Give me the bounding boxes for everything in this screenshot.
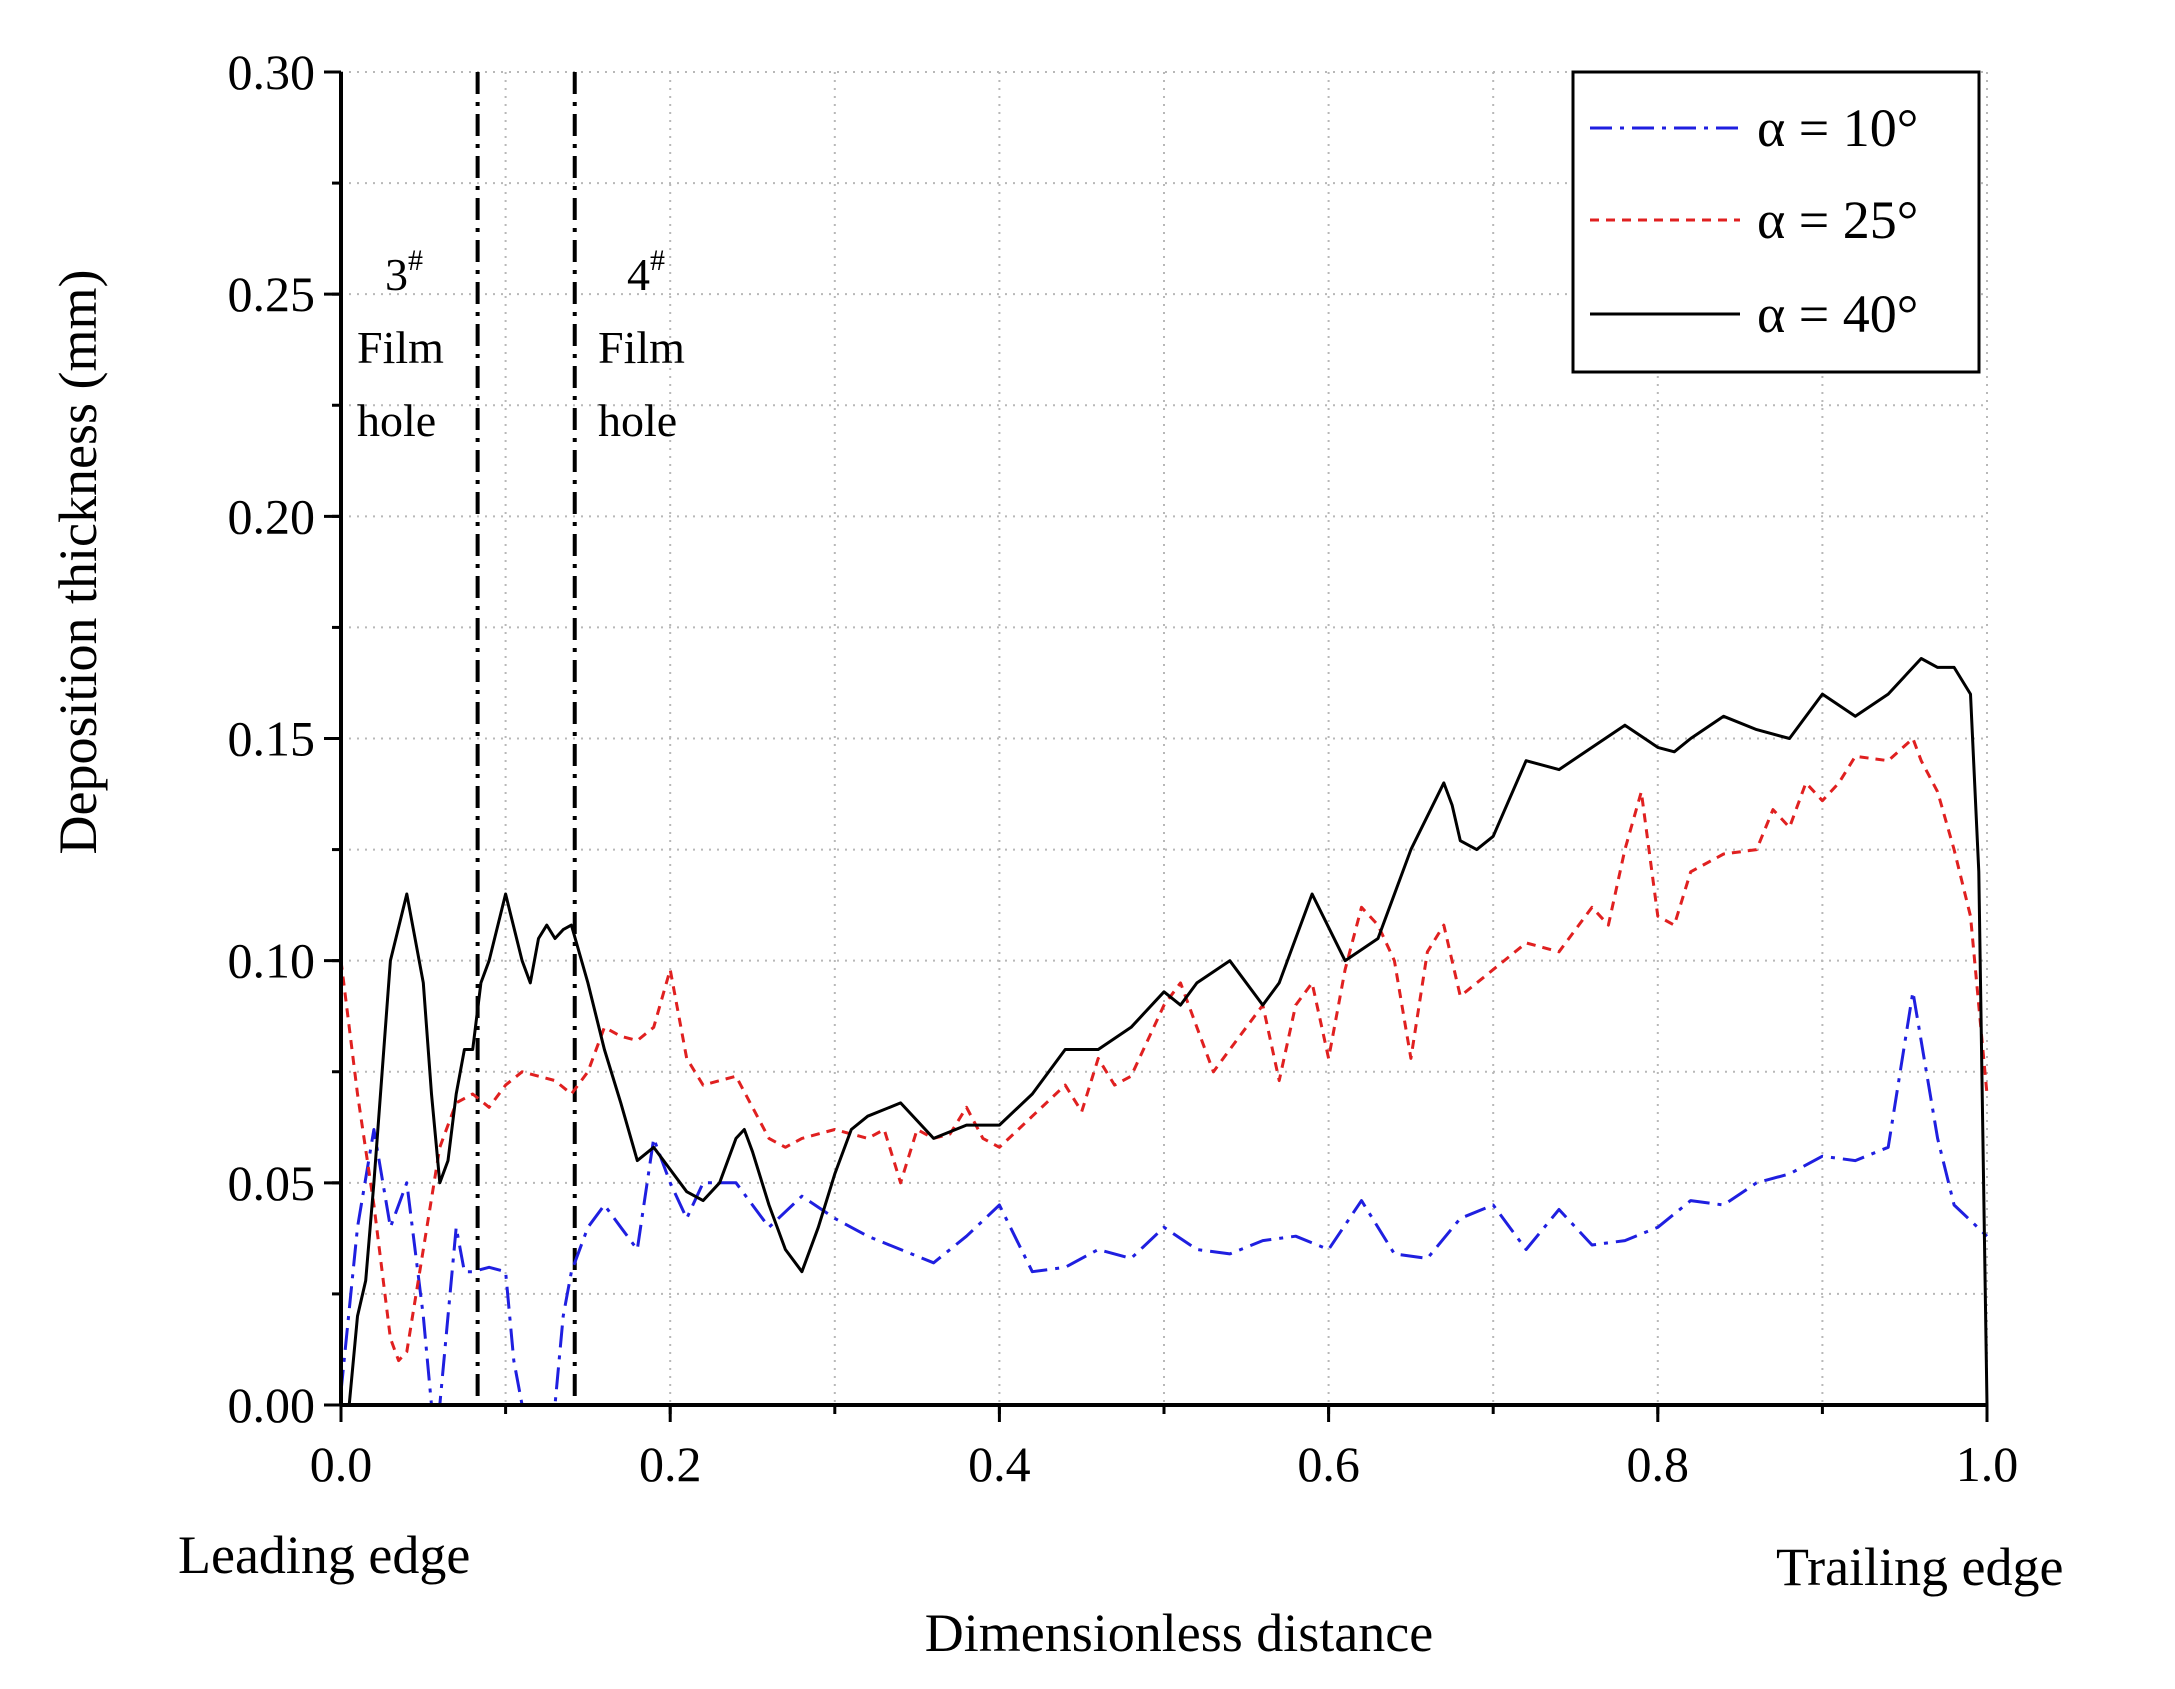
film-hole-4-number: 4# bbox=[627, 244, 665, 300]
y-tick-label: 0.30 bbox=[228, 44, 316, 100]
legend-box bbox=[1571, 70, 1981, 374]
film-hole-4-num: 4 bbox=[627, 249, 650, 300]
plot-area bbox=[339, 72, 1989, 1407]
y-tick-label: 0.15 bbox=[228, 711, 316, 767]
film-hole-4-sup: # bbox=[650, 244, 665, 277]
film-hole-4-line1: Film bbox=[598, 322, 685, 373]
x-tick-label: 0.4 bbox=[968, 1436, 1031, 1492]
leading-edge-label: Leading edge bbox=[178, 1525, 470, 1585]
y-tick-label: 0.10 bbox=[228, 933, 316, 989]
legend-label-alpha-25: α = 25° bbox=[1757, 190, 1918, 250]
x-axis-title: Dimensionless distance bbox=[925, 1603, 1433, 1663]
x-tick-label: 0.6 bbox=[1297, 1436, 1360, 1492]
trailing-edge-label: Trailing edge bbox=[1776, 1537, 2063, 1597]
film-hole-4-line2: hole bbox=[598, 395, 677, 446]
film-hole-3-line1: Film bbox=[357, 322, 444, 373]
y-axis-title: Deposition thickness (mm) bbox=[48, 270, 108, 855]
x-tick-label: 0.2 bbox=[639, 1436, 702, 1492]
film-hole-3-number: 3# bbox=[385, 244, 423, 300]
film-hole-3-line2: hole bbox=[357, 395, 436, 446]
x-tick-label: 1.0 bbox=[1956, 1436, 2019, 1492]
series-line-1 bbox=[339, 737, 1989, 1363]
series-line-0 bbox=[339, 990, 1989, 1407]
y-tick-label: 0.25 bbox=[228, 266, 316, 322]
film-hole-3-num: 3 bbox=[385, 249, 408, 300]
legend: α = 10° α = 25° α = 40° bbox=[1571, 70, 1981, 374]
film-hole-3-sup: # bbox=[408, 244, 423, 277]
axes: 0.00 0.05 0.10 0.15 0.20 0.25 0.30 0.0 0.2 0.4 0.6… bbox=[228, 44, 2019, 1492]
y-tick-label: 0.20 bbox=[228, 488, 316, 544]
x-tick-label: 0.8 bbox=[1627, 1436, 1690, 1492]
series-line-2 bbox=[347, 657, 1989, 1406]
x-tick-label: 0.0 bbox=[310, 1436, 373, 1492]
legend-label-alpha-10: α = 10° bbox=[1757, 98, 1918, 158]
y-tick-label: 0.05 bbox=[228, 1155, 316, 1211]
legend-label-alpha-40: α = 40° bbox=[1757, 284, 1918, 344]
y-tick-label: 0.00 bbox=[228, 1377, 316, 1433]
